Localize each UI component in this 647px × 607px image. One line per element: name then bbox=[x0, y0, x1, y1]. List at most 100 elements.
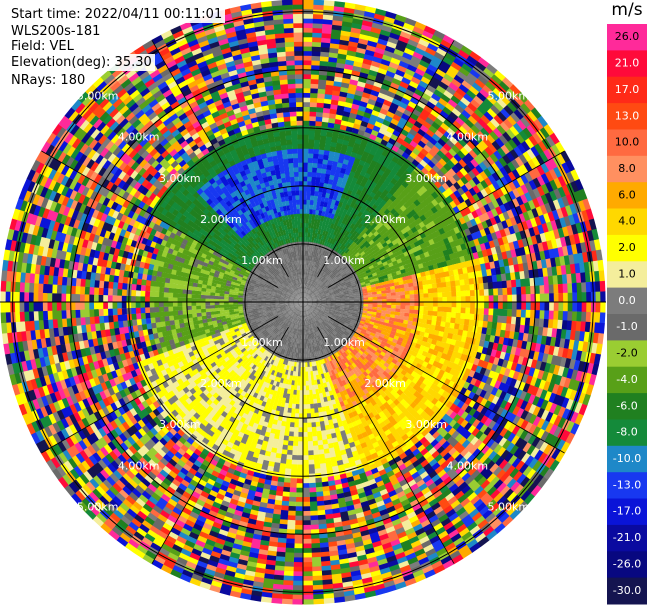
velocity-cell bbox=[324, 256, 329, 262]
velocity-cell bbox=[392, 129, 401, 138]
velocity-cell bbox=[332, 179, 338, 186]
velocity-cell bbox=[306, 278, 309, 284]
velocity-cell bbox=[305, 294, 310, 299]
velocity-cell bbox=[303, 92, 311, 98]
velocity-cell bbox=[374, 120, 383, 128]
velocity-cell bbox=[324, 173, 331, 180]
velocity-cell bbox=[324, 196, 330, 203]
velocity-cell bbox=[310, 246, 313, 252]
velocity-cell bbox=[320, 275, 325, 281]
velocity-cell bbox=[331, 198, 337, 205]
velocity-cell bbox=[440, 122, 450, 132]
velocity-cell bbox=[327, 65, 337, 72]
velocity-cell bbox=[425, 152, 435, 161]
velocity-cell bbox=[595, 291, 601, 303]
velocity-cell bbox=[457, 100, 468, 110]
velocity-cell bbox=[422, 120, 432, 130]
velocity-cell bbox=[310, 265, 314, 271]
velocity-cell bbox=[317, 247, 321, 254]
velocity-cell bbox=[320, 215, 325, 221]
velocity-cell bbox=[303, 297, 306, 302]
velocity-cell bbox=[428, 148, 438, 158]
velocity-cell bbox=[311, 46, 322, 52]
velocity-cell bbox=[442, 106, 453, 116]
velocity-cell bbox=[312, 18, 324, 24]
velocity-cell bbox=[341, 202, 347, 209]
velocity-cell bbox=[310, 274, 313, 281]
velocity-cell bbox=[322, 107, 331, 114]
velocity-cell bbox=[544, 293, 550, 303]
velocity-cell bbox=[303, 143, 309, 149]
velocity-cell bbox=[313, 143, 320, 150]
velocity-cell bbox=[326, 263, 331, 269]
velocity-cell bbox=[337, 231, 343, 238]
velocity-cell bbox=[329, 259, 334, 265]
velocity-cell bbox=[304, 292, 307, 298]
velocity-cell bbox=[308, 218, 312, 224]
velocity-cell bbox=[315, 176, 321, 183]
velocity-cell bbox=[317, 191, 323, 197]
velocity-cell bbox=[324, 145, 331, 151]
velocity-cell bbox=[384, 130, 393, 138]
velocity-cell bbox=[377, 296, 383, 300]
velocity-cell bbox=[468, 85, 480, 96]
velocity-cell bbox=[303, 45, 313, 52]
velocity-cell bbox=[336, 137, 344, 145]
velocity-cell bbox=[310, 270, 314, 276]
velocity-cell bbox=[322, 220, 327, 227]
velocity-cell bbox=[434, 129, 444, 139]
velocity-cell bbox=[388, 188, 397, 196]
velocity-cell bbox=[386, 110, 396, 119]
velocity-cell bbox=[409, 302, 416, 306]
velocity-cell bbox=[313, 223, 317, 229]
velocity-cell bbox=[425, 67, 436, 77]
velocity-cell bbox=[325, 268, 331, 274]
velocity-cell bbox=[324, 88, 333, 95]
velocity-cell bbox=[336, 104, 345, 112]
velocity-cell bbox=[451, 78, 462, 88]
velocity-cell bbox=[309, 208, 313, 215]
velocity-cell bbox=[378, 33, 390, 42]
velocity-cell bbox=[311, 171, 317, 178]
velocity-cell bbox=[303, 213, 307, 219]
velocity-cell bbox=[308, 152, 314, 159]
velocity-cell bbox=[325, 140, 332, 147]
velocity-cell bbox=[310, 222, 315, 229]
velocity-cell bbox=[475, 61, 487, 72]
velocity-cell bbox=[341, 251, 347, 258]
velocity-cell bbox=[314, 271, 318, 277]
velocity-cell bbox=[378, 127, 387, 135]
velocity-cell bbox=[415, 67, 426, 77]
velocity-cell bbox=[308, 290, 313, 295]
velocity-cell bbox=[391, 166, 400, 175]
velocity-cell bbox=[329, 232, 334, 239]
velocity-cell bbox=[303, 134, 309, 140]
velocity-cell bbox=[449, 123, 459, 133]
velocity-cell bbox=[310, 260, 314, 266]
velocity-cell bbox=[380, 83, 391, 91]
velocity-cell bbox=[331, 267, 336, 272]
velocity-cell bbox=[328, 117, 336, 124]
velocity-cell bbox=[326, 269, 332, 275]
velocity-cell bbox=[315, 120, 323, 127]
velocity-cell bbox=[454, 103, 465, 114]
velocity-cell bbox=[303, 87, 311, 94]
velocity-cell bbox=[305, 293, 308, 298]
velocity-cell bbox=[338, 248, 344, 255]
velocity-cell bbox=[319, 219, 324, 226]
velocity-cell bbox=[544, 302, 550, 311]
velocity-cell bbox=[310, 194, 315, 201]
velocity-cell bbox=[322, 266, 327, 272]
velocity-cell bbox=[314, 261, 318, 268]
velocity-cell bbox=[401, 76, 412, 85]
velocity-cell bbox=[430, 108, 441, 118]
velocity-cell bbox=[498, 302, 504, 310]
velocity-cell bbox=[380, 123, 389, 131]
velocity-cell bbox=[303, 0, 314, 5]
velocity-cell bbox=[558, 302, 564, 312]
velocity-cell bbox=[304, 292, 306, 298]
velocity-cell bbox=[309, 204, 314, 210]
velocity-cell bbox=[486, 63, 498, 75]
velocity-cell bbox=[303, 297, 306, 302]
